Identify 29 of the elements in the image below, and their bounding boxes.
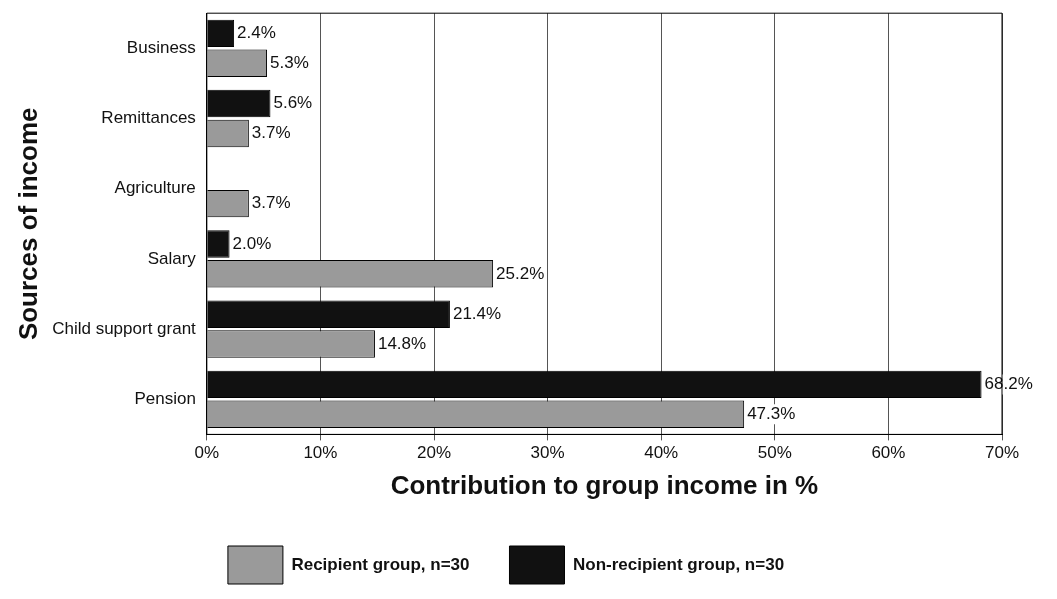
x-tick-label: 40%	[644, 443, 679, 463]
data-label: 25.2%	[496, 263, 545, 283]
x-tick-label: 30%	[530, 443, 565, 463]
data-label: 5.6%	[273, 93, 313, 113]
y-tick-label: Child support grant	[52, 318, 197, 338]
data-label: 47.3%	[747, 403, 796, 423]
y-tick-label: Salary	[147, 248, 197, 268]
y-tick-label: Remittances	[101, 108, 196, 128]
data-label: 14.8%	[377, 333, 427, 353]
data-label: 2.0%	[232, 233, 272, 253]
x-tick-label: 0%	[194, 443, 220, 463]
y-axis-title: Sources of income	[12, 107, 43, 341]
data-label: 68.2%	[984, 374, 1033, 394]
data-label: 3.7%	[251, 193, 291, 213]
x-tick-label: 50%	[757, 443, 792, 463]
y-tick-label: Pension	[134, 388, 196, 408]
data-label: 5.3%	[270, 52, 309, 72]
x-axis-title: Contribution to group income in %	[390, 469, 819, 500]
x-tick-label: 10%	[303, 443, 338, 463]
data-label: 21.4%	[452, 303, 502, 323]
x-tick-label: 70%	[984, 443, 1020, 463]
y-tick-label: Business	[126, 37, 196, 57]
legend-label: Non-recipient group, n=30	[572, 554, 785, 574]
x-tick-label: 20%	[417, 443, 452, 463]
data-label: 2.4%	[237, 23, 276, 43]
y-tick-label: Agriculture	[114, 178, 196, 198]
data-label: 3.7%	[251, 123, 291, 143]
legend-label: Recipient group, n=30	[291, 554, 470, 574]
x-tick-label: 60%	[871, 443, 906, 463]
